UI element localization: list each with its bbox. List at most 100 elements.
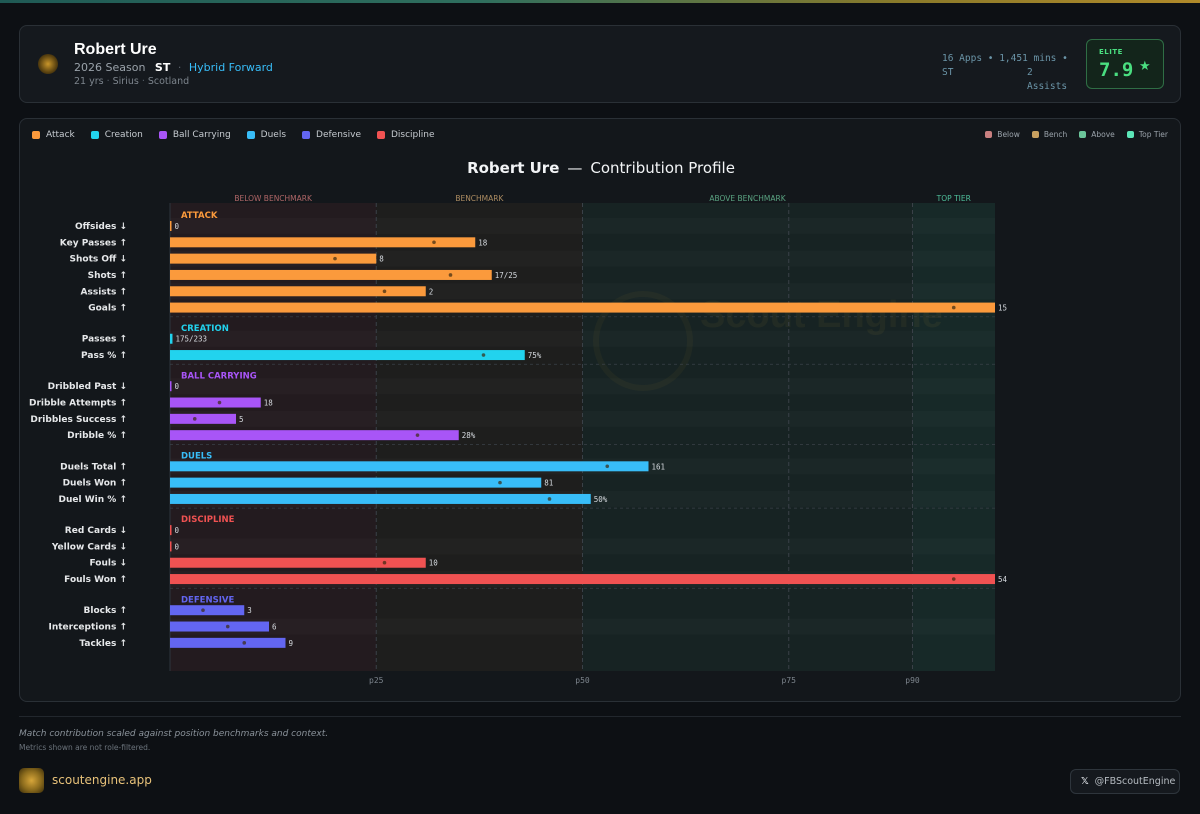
- benchmark-marker: [225, 624, 230, 629]
- row-label: Goals ↑: [88, 304, 127, 314]
- value-label: 5: [239, 415, 244, 424]
- value-label: 10: [429, 559, 439, 568]
- row-label: Tackles ↑: [79, 639, 127, 649]
- row-label: Shots Off ↓: [70, 255, 127, 265]
- bar: [170, 237, 476, 248]
- zone-top-tier: [912, 203, 995, 671]
- legend-zone-bench: Bench: [1031, 130, 1067, 139]
- legend-label: Above: [1091, 130, 1115, 139]
- legend-zone-top-tier: Top Tier: [1126, 130, 1168, 139]
- watermark-text: Scout Engine: [700, 296, 943, 334]
- nation: Scotland: [147, 76, 190, 87]
- legend-swatch: [1079, 131, 1087, 138]
- bar: [170, 333, 173, 344]
- row-label: Dribble Attempts ↑: [29, 399, 127, 409]
- benchmark-marker: [382, 289, 387, 294]
- top-accent-line: [0, 0, 1200, 3]
- chart-card: Attack Creation Ball Carrying Duels Defensiv…: [19, 118, 1181, 702]
- bar: [170, 302, 995, 313]
- value-label: 28%: [462, 431, 476, 440]
- benchmark-marker: [481, 353, 486, 357]
- legend-swatch: [1126, 131, 1134, 138]
- legend-category-ball-carrying: Ball Carrying: [158, 130, 231, 140]
- bar: [170, 621, 269, 632]
- x-logo-icon: 𝕏: [1081, 776, 1089, 787]
- benchmark-marker: [242, 641, 247, 645]
- value-label: 0: [175, 382, 180, 391]
- season: 2026 Season: [74, 61, 146, 74]
- zone-legend: Below Bench Above Top Tier: [973, 130, 1168, 139]
- value-label: 17/25: [495, 271, 518, 280]
- value-label: 18: [478, 238, 488, 247]
- legend-zone-below: Below: [985, 130, 1020, 139]
- bar: [170, 493, 591, 504]
- row-label: Dribble % ↑: [67, 431, 127, 441]
- row-label: Offsides ↓: [75, 222, 127, 232]
- group-header-creation: CREATION: [181, 324, 229, 334]
- row-label: Yellow Cards ↓: [51, 542, 127, 552]
- chart-title: Robert Ure — Contribution Profile: [20, 159, 1182, 177]
- player-season-line: 2026 Season ST · Hybrid Forward: [74, 61, 273, 74]
- watermark-crest: [593, 291, 693, 391]
- bar: [170, 461, 649, 472]
- legend-swatch: [90, 131, 99, 139]
- legend-label: Ball Carrying: [172, 130, 231, 140]
- chart-title-name: Robert Ure: [467, 159, 560, 177]
- stats-position: ST: [942, 67, 954, 78]
- value-label: 0: [175, 222, 180, 231]
- group-header-defensive: DEFENSIVE: [181, 595, 234, 605]
- row-label: Interceptions ↑: [49, 623, 128, 633]
- contribution-chart: BELOW BENCHMARK BENCHMARK ABOVE BENCHMARK T…: [29, 194, 1008, 685]
- benchmark-marker: [217, 400, 222, 405]
- legend-swatch: [302, 131, 311, 139]
- club: Sirius: [112, 76, 139, 87]
- legend-zone-above: Above: [1079, 130, 1115, 139]
- bar: [170, 220, 172, 231]
- value-label: 81: [544, 479, 553, 488]
- bar: [170, 477, 542, 488]
- value-label: 9: [289, 639, 294, 648]
- player-meta-line: 21 yrs · Sirius · Scotland: [74, 76, 190, 87]
- legend-swatch: [376, 131, 385, 139]
- value-label: 75%: [528, 351, 542, 360]
- value-label: 161: [652, 462, 666, 471]
- tick-label-p50: p50: [575, 676, 590, 685]
- age: 21 yrs: [74, 76, 104, 87]
- zone-label: BENCHMARK: [455, 194, 504, 203]
- value-label: 3: [247, 606, 252, 615]
- bar: [170, 430, 459, 441]
- benchmark-marker: [448, 273, 453, 277]
- zone-label: ABOVE BENCHMARK: [709, 194, 786, 203]
- bar: [170, 541, 172, 552]
- player-header-card: Robert Ure 2026 Season ST · Hybrid Forwa…: [19, 25, 1181, 103]
- legend-category-discipline: Discipline: [376, 130, 435, 140]
- benchmark-marker: [951, 305, 956, 310]
- benchmark-marker: [192, 417, 197, 421]
- row-label: Duels Won ↑: [63, 479, 127, 489]
- rating-value: 7.9: [1099, 59, 1134, 81]
- legend-swatch: [158, 131, 167, 139]
- legend-swatch: [985, 131, 993, 138]
- row-label: Dribbles Success ↑: [30, 415, 127, 425]
- legend-label: Below: [997, 130, 1020, 139]
- group-header-duels: DUELS: [181, 451, 212, 461]
- season-stats: 16 Apps • 1,451 mins • ST 2 Assists: [942, 52, 1082, 94]
- legend-label: Creation: [104, 130, 143, 140]
- group-header-ball-carrying: BALL CARRYING: [181, 371, 257, 381]
- benchmark-marker: [547, 497, 552, 501]
- social-link[interactable]: 𝕏 @FBScoutEngine: [1070, 769, 1180, 794]
- benchmark-marker: [382, 560, 387, 565]
- legend-swatch: [32, 131, 40, 139]
- tick-label-p25: p25: [369, 676, 384, 685]
- legend-label: Defensive: [316, 130, 361, 140]
- bar: [170, 269, 492, 280]
- bar: [170, 557, 426, 568]
- row-label: Duel Win % ↑: [59, 495, 127, 505]
- apps-mins: 16 Apps • 1,451 mins •: [942, 53, 1068, 64]
- legend-label: Top Tier: [1138, 130, 1168, 139]
- zone-label: BELOW BENCHMARK: [234, 194, 313, 203]
- rating-badge: ELITE 7.9 ★: [1086, 39, 1164, 89]
- legend-swatch: [246, 131, 255, 139]
- benchmark-marker: [605, 464, 610, 469]
- site-link[interactable]: scoutengine.app: [52, 773, 152, 787]
